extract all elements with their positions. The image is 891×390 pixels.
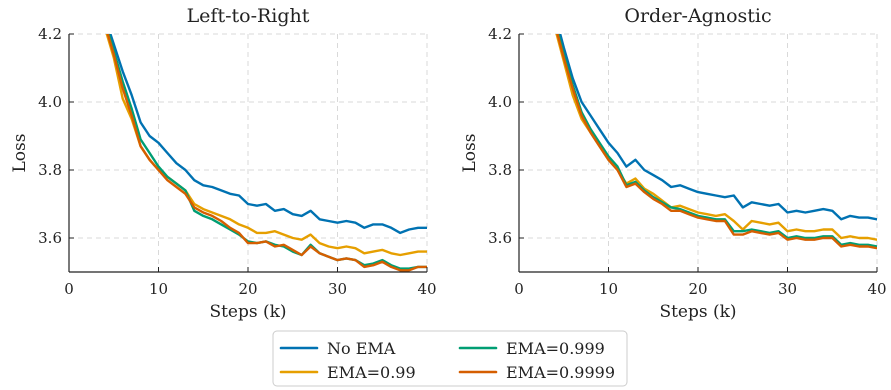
x-tick-label: 40 [417, 280, 436, 298]
series-group [105, 34, 427, 272]
series-line-no-ema [109, 34, 427, 235]
y-tick-label: 4.2 [488, 25, 512, 43]
y-axis-title: Loss [460, 134, 480, 173]
panel-title: Left-to-Right [187, 5, 310, 27]
x-tick-label: 30 [328, 280, 347, 298]
legend-label-ema-0-99: EMA=0.99 [327, 363, 416, 382]
series-line-ema-0-9999 [556, 34, 877, 250]
series-line-ema-0-99 [105, 34, 427, 257]
x-tick-label: 10 [149, 280, 168, 298]
panel-title: Order-Agnostic [624, 5, 771, 27]
legend-label-ema-0-9999: EMA=0.9999 [506, 363, 615, 382]
legend-box [272, 330, 628, 387]
x-tick-label: 20 [238, 280, 257, 298]
y-axis-title: Loss [10, 134, 30, 173]
x-axis-title: Steps (k) [209, 302, 286, 322]
order-agnostic-panel: 0 10 20 30 40 3.6 3.8 4.0 4.2 Order-Agnostic Steps… [460, 5, 887, 322]
x-tick-label: 10 [599, 280, 618, 298]
y-tick-label: 4.0 [488, 93, 512, 111]
series-line-ema-0-9999 [106, 34, 427, 272]
x-axis-title: Steps (k) [659, 302, 736, 322]
x-tick-label: 20 [688, 280, 707, 298]
series-line-no-ema [558, 34, 877, 221]
y-tick-label: 4.0 [38, 93, 62, 111]
legend: No EMA EMA=0.99 EMA=0.999 EMA=0.9999 [272, 330, 628, 387]
y-tick-label: 3.6 [488, 229, 512, 247]
y-tick-label: 4.2 [38, 25, 62, 43]
x-tick-label: 40 [867, 280, 886, 298]
y-tick-label: 3.6 [38, 229, 62, 247]
y-tick-label: 3.8 [488, 161, 512, 179]
left-to-right-panel: 0 10 20 30 40 3.6 3.8 4.0 4.2 Left-to-Right Steps … [10, 5, 437, 322]
legend-label-ema-0-999: EMA=0.999 [506, 339, 605, 358]
x-tick-label: 30 [778, 280, 797, 298]
legend-label-no-ema: No EMA [327, 339, 396, 358]
x-tick-label: 0 [514, 280, 524, 298]
y-tick-label: 3.8 [38, 161, 62, 179]
series-group [555, 34, 877, 250]
x-tick-label: 0 [64, 280, 74, 298]
series-line-ema-0-999 [557, 34, 877, 248]
series-line-ema-0-999 [107, 34, 427, 270]
